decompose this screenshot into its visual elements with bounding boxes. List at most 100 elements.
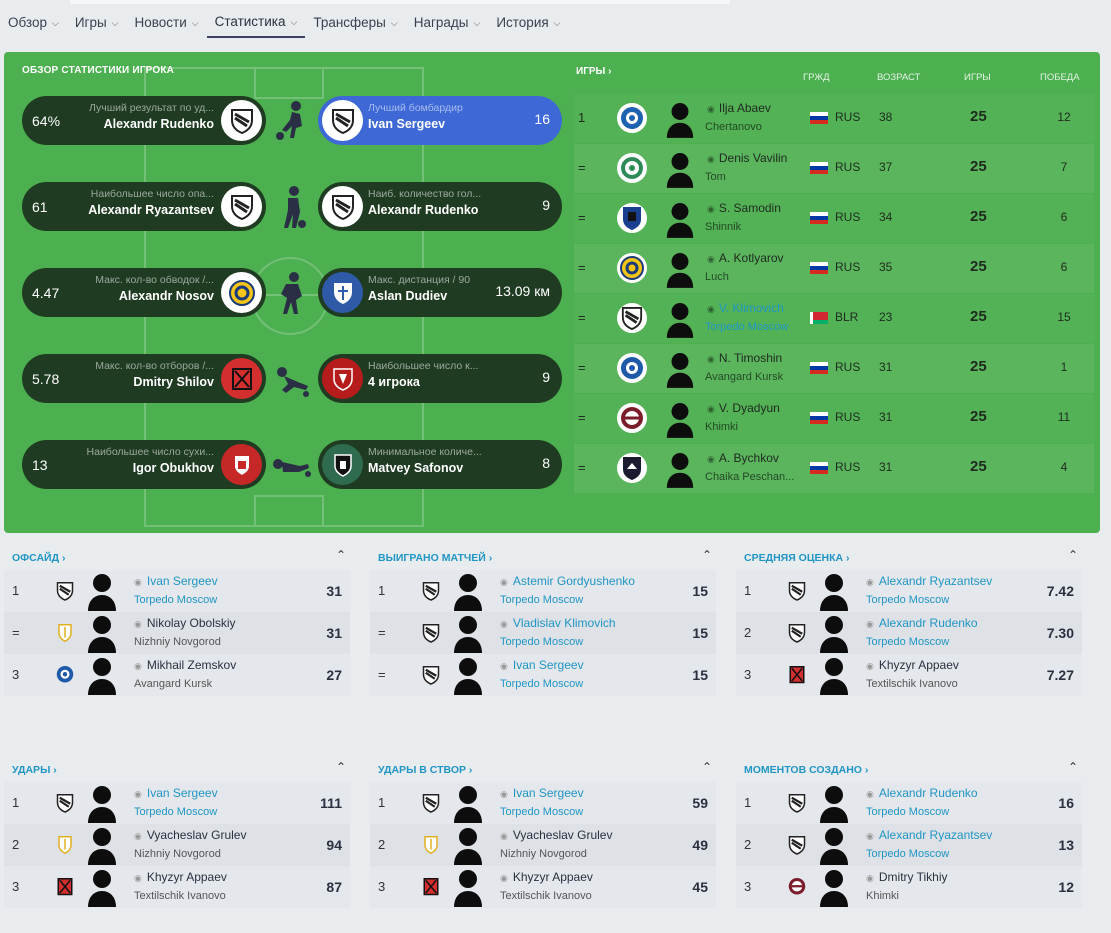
club-name-link[interactable]: Torpedo Moscow — [500, 678, 584, 690]
club-name-link[interactable]: Khimki — [866, 890, 900, 902]
player-name-link[interactable]: ◉ Vyacheslav Grulev — [500, 828, 612, 842]
tab-statistics[interactable]: Статистика ⌵ — [206, 6, 306, 38]
stat-card-row[interactable]: 2 ◉ Vyacheslav Grulev Nizhniy Novgorod 94 — [4, 824, 350, 866]
stat-card-row[interactable]: 3 ◉ Khyzyr Appaev Textilschik Ivanovo 45 — [370, 866, 716, 908]
club-crest-icon[interactable] — [617, 353, 647, 383]
stat-pill-least-conceded[interactable]: Минимальное количе... Matvey Safonov 8 — [318, 440, 562, 489]
col-age[interactable]: ВОЗРАСТ — [877, 72, 921, 83]
stat-card-title-link[interactable]: МОМЕНТОВ СОЗДАНО › — [744, 764, 868, 776]
player-name-link[interactable]: ◉ Ivan Sergeev — [500, 786, 584, 800]
club-crest-icon[interactable] — [617, 403, 647, 433]
club-crest-icon[interactable] — [56, 835, 74, 860]
club-crest-icon[interactable] — [422, 581, 440, 606]
player-name-link[interactable]: ◉ Ilja Abaev — [707, 101, 771, 115]
stat-card-row[interactable]: 2 ◉ Vyacheslav Grulev Nizhniy Novgorod 49 — [370, 824, 716, 866]
player-name-link[interactable]: ◉ Vyacheslav Grulev — [134, 828, 246, 842]
player-name-link[interactable]: ◉ A. Kotlyarov — [707, 251, 784, 265]
games-row[interactable]: 1 ◉ Ilja Abaev Chertanovo RUS 38 25 12 — [574, 94, 1094, 143]
club-name-link[interactable]: Torpedo Moscow — [705, 321, 789, 333]
stat-card-row[interactable]: 2 ◉ Alexandr Rudenko Torpedo Moscow 7.30 — [736, 612, 1082, 654]
stat-card-row[interactable]: 3 ◉ Dmitry Tikhiy Khimki 12 — [736, 866, 1082, 908]
collapse-icon[interactable]: ⌃ — [335, 760, 346, 774]
games-row[interactable]: = ◉ N. Timoshin Avangard Kursk RUS 31 25 … — [574, 344, 1094, 393]
club-name-link[interactable]: Luch — [705, 271, 729, 283]
collapse-icon[interactable]: ⌃ — [701, 548, 712, 562]
club-crest-icon[interactable] — [56, 665, 74, 690]
collapse-icon[interactable]: ⌃ — [1067, 548, 1078, 562]
player-name-link[interactable]: ◉ A. Bychkov — [707, 451, 779, 465]
col-citizenship[interactable]: ГРЖД — [803, 72, 830, 83]
stat-card-row[interactable]: = ◉ Vladislav Klimovich Torpedo Moscow 15 — [370, 612, 716, 654]
club-name-link[interactable]: Torpedo Moscow — [134, 806, 218, 818]
club-name-link[interactable]: Torpedo Moscow — [500, 594, 584, 606]
club-crest-icon[interactable] — [788, 665, 806, 690]
games-row[interactable]: = ◉ Denis Vavilin Tom RUS 37 25 7 — [574, 144, 1094, 193]
stat-pill-distance[interactable]: Макс. дистанция / 90 Aslan Dudiev 13.09 к… — [318, 268, 562, 317]
stat-pill-top-scorer[interactable]: Лучший бомбардир Ivan Sergeev 16 — [318, 96, 562, 145]
stat-pill-most-goals[interactable]: Наиб. количество гол... Alexandr Rudenko … — [318, 182, 562, 231]
player-name-link[interactable]: ◉ Dmitry Tikhiy — [866, 870, 948, 884]
club-name-link[interactable]: Torpedo Moscow — [866, 594, 950, 606]
club-crest-icon[interactable] — [788, 581, 806, 606]
club-crest-icon[interactable] — [788, 877, 806, 902]
club-name-link[interactable]: Chertanovo — [705, 121, 762, 133]
stat-card-row[interactable]: 1 ◉ Ivan Sergeev Torpedo Moscow 31 — [4, 570, 350, 612]
stat-card-row[interactable]: 1 ◉ Alexandr Ryazantsev Torpedo Moscow 7.… — [736, 570, 1082, 612]
club-name-link[interactable]: Torpedo Moscow — [134, 594, 218, 606]
player-name-link[interactable]: ◉ Khyzyr Appaev — [866, 658, 959, 672]
stat-card-title-link[interactable]: УДАРЫ В СТВОР › — [378, 764, 472, 776]
player-name-link[interactable]: ◉ Denis Vavilin — [707, 151, 787, 165]
stat-pill-most-cards[interactable]: Наибольшее число к... 4 игрока 9 — [318, 354, 562, 403]
games-row[interactable]: = ◉ A. Kotlyarov Luch RUS 35 25 6 — [574, 244, 1094, 293]
stat-pill-dangerous[interactable]: 61 Наибольшее число опа... Alexandr Ryaza… — [22, 182, 266, 231]
stat-card-row[interactable]: 2 ◉ Alexandr Ryazantsev Torpedo Moscow 13 — [736, 824, 1082, 866]
tab-games[interactable]: Игры ⌵ — [67, 6, 127, 38]
club-name-link[interactable]: Nizhniy Novgorod — [500, 848, 587, 860]
club-name-link[interactable]: Textilschik Ivanovo — [500, 890, 592, 902]
player-name-link[interactable]: ◉ Ivan Sergeev — [134, 574, 218, 588]
player-name-link[interactable]: ◉ V. Dyadyun — [707, 401, 780, 415]
club-crest-icon[interactable] — [617, 203, 647, 233]
club-name-link[interactable]: Torpedo Moscow — [866, 848, 950, 860]
stat-pill-shot-conversion[interactable]: 64% Лучший результат по уд... Alexandr Ru… — [22, 96, 266, 145]
club-name-link[interactable]: Textilschik Ivanovo — [866, 678, 958, 690]
club-crest-icon[interactable] — [56, 623, 74, 648]
club-crest-icon[interactable] — [617, 153, 647, 183]
player-name-link[interactable]: ◉ Khyzyr Appaev — [500, 870, 593, 884]
club-crest-icon[interactable] — [617, 453, 647, 483]
player-name-link[interactable]: ◉ Alexandr Ryazantsev — [866, 574, 992, 588]
tab-history[interactable]: История ⌵ — [488, 6, 568, 38]
club-crest-icon[interactable] — [788, 623, 806, 648]
club-name-link[interactable]: Nizhniy Novgorod — [134, 636, 221, 648]
club-crest-icon[interactable] — [422, 665, 440, 690]
player-name-link[interactable]: ◉ Khyzyr Appaev — [134, 870, 227, 884]
tab-news[interactable]: Новости ⌵ — [127, 6, 207, 38]
club-crest-icon[interactable] — [617, 103, 647, 133]
stat-card-title-link[interactable]: УДАРЫ › — [12, 764, 57, 776]
club-crest-icon[interactable] — [788, 793, 806, 818]
club-crest-icon[interactable] — [422, 793, 440, 818]
games-row[interactable]: = ◉ S. Samodin Shinnik RUS 34 25 6 — [574, 194, 1094, 243]
stat-card-row[interactable]: 1 ◉ Ivan Sergeev Torpedo Moscow 111 — [4, 782, 350, 824]
games-title-link[interactable]: ИГРЫ › — [576, 66, 611, 77]
club-crest-icon[interactable] — [422, 877, 440, 902]
club-crest-icon[interactable] — [422, 623, 440, 648]
tab-transfers[interactable]: Трансферы ⌵ — [305, 6, 405, 38]
club-name-link[interactable]: Avangard Kursk — [705, 371, 784, 383]
collapse-icon[interactable]: ⌃ — [701, 760, 712, 774]
player-name-link[interactable]: ◉ N. Timoshin — [707, 351, 782, 365]
col-wins[interactable]: ПОБЕДА — [1040, 72, 1080, 83]
club-crest-icon[interactable] — [788, 835, 806, 860]
club-name-link[interactable]: Shinnik — [705, 221, 742, 233]
stat-pill-clean-sheets[interactable]: 13 Наибольшее число сухи... Igor Obukhov — [22, 440, 266, 489]
games-row[interactable]: = ◉ V. Dyadyun Khimki RUS 31 25 11 — [574, 394, 1094, 443]
tab-awards[interactable]: Награды ⌵ — [406, 6, 489, 38]
player-name-link[interactable]: ◉ Ivan Sergeev — [134, 786, 218, 800]
stat-card-row[interactable]: 1 ◉ Astemir Gordyushenko Torpedo Moscow 1… — [370, 570, 716, 612]
player-name-link[interactable]: ◉ Alexandr Ryazantsev — [866, 828, 992, 842]
stat-card-row[interactable]: 3 ◉ Mikhail Zemskov Avangard Kursk 27 — [4, 654, 350, 696]
club-crest-icon[interactable] — [56, 793, 74, 818]
club-name-link[interactable]: Chaika Peschan... — [705, 471, 795, 483]
player-name-link[interactable]: ◉ Ivan Sergeev — [500, 658, 584, 672]
stat-pill-dribbles[interactable]: 4.47 Макс. кол-во обводок /... Alexandr N… — [22, 268, 266, 317]
